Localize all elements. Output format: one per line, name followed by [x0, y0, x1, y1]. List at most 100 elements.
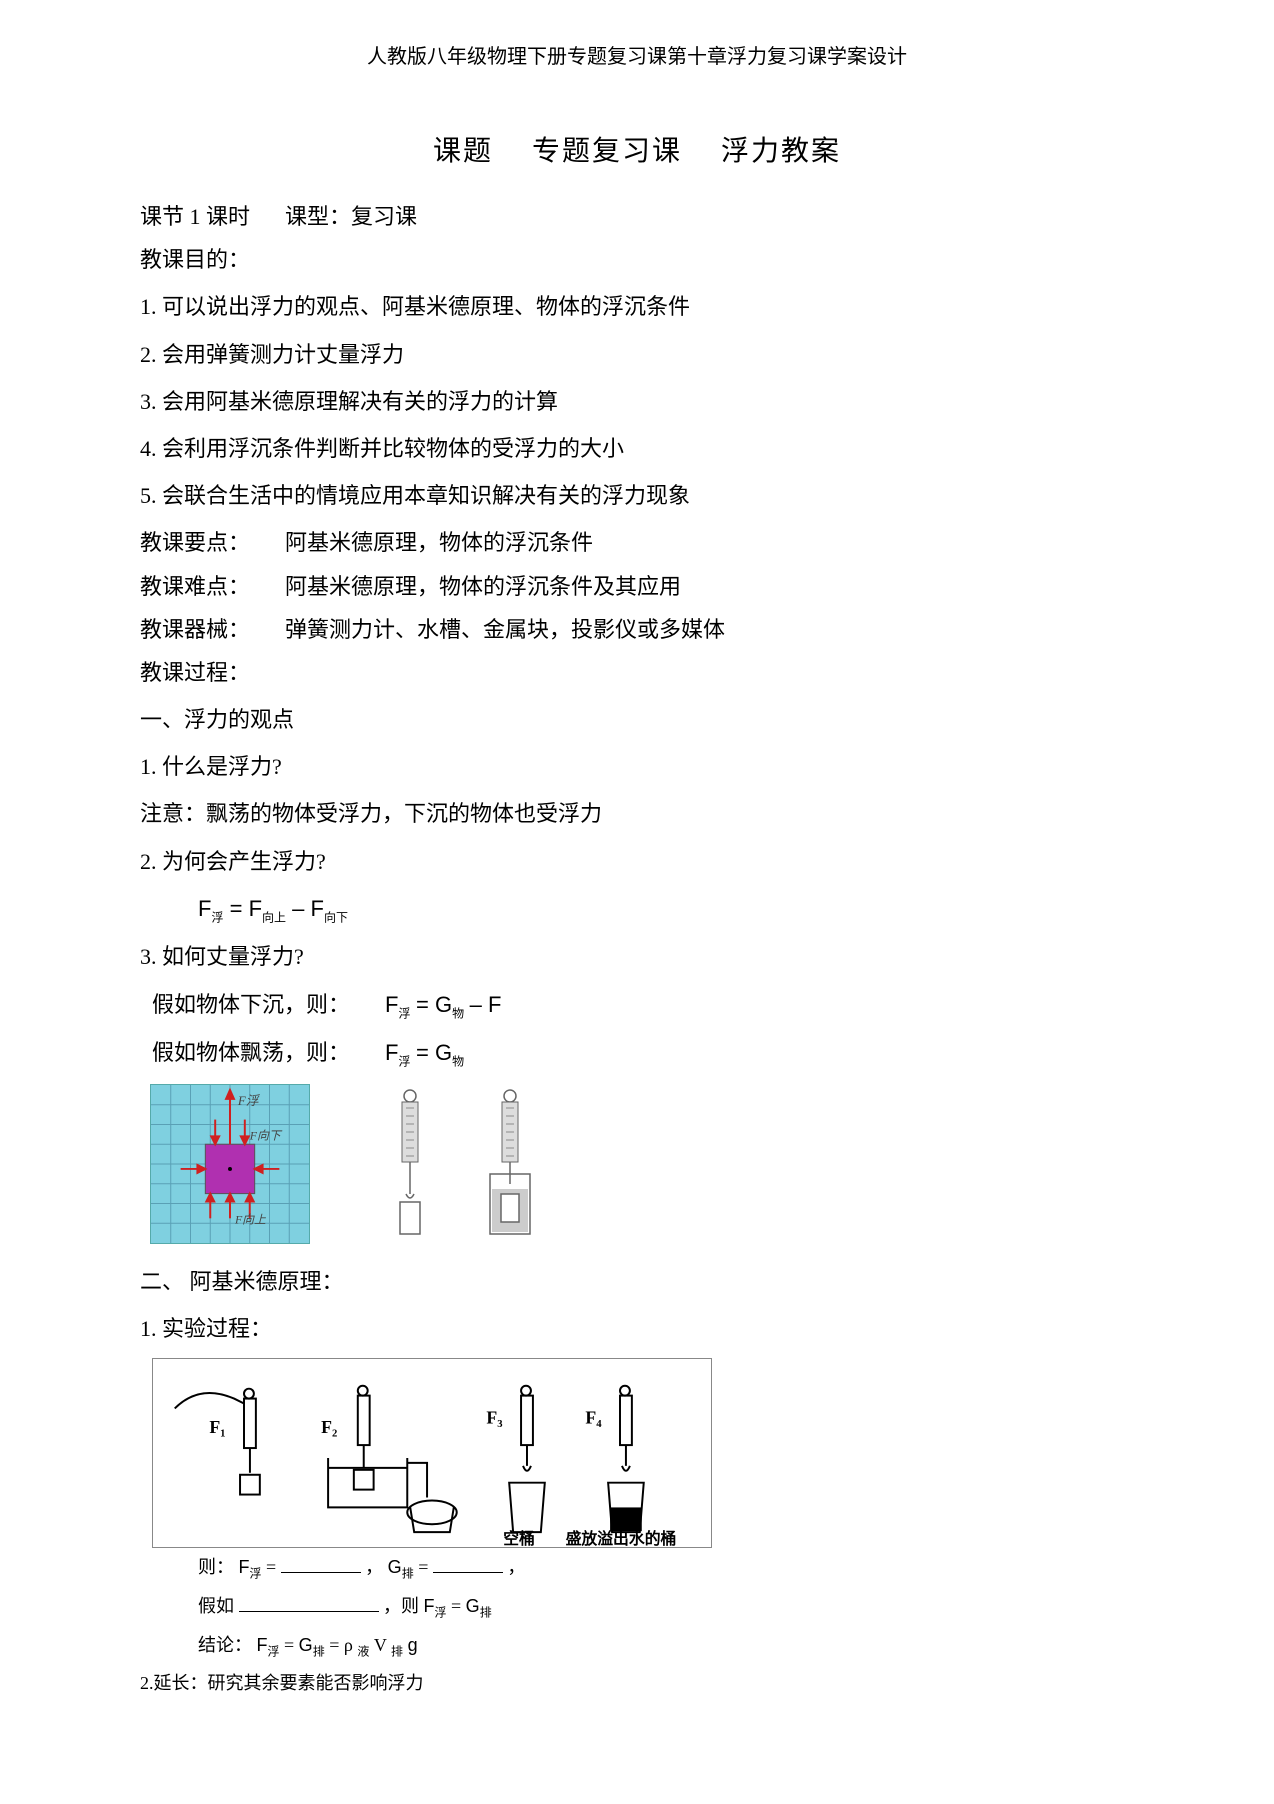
result-line: 则： F浮 = ， G排 = ， — [140, 1553, 1134, 1584]
q3: 3. 如何丈量浮力? — [140, 939, 1134, 974]
objective-5: 5. 会联合生活中的情境应用本章知识解决有关的浮力现象 — [140, 478, 1134, 513]
key-point-content: 阿基米德原理，物体的浮沉条件 — [285, 530, 593, 555]
case-float-eq: = — [416, 1040, 435, 1065]
formula1-minus: – — [292, 896, 310, 921]
concl-g: g — [408, 1635, 418, 1655]
result-G: G — [388, 1557, 402, 1577]
blank-3 — [239, 1594, 379, 1612]
formula1-sub-down: 向下 — [324, 910, 348, 924]
exp-label-f3: F₃ — [486, 1407, 502, 1427]
blank-1 — [281, 1555, 361, 1573]
result-comma2: ， — [507, 1557, 525, 1577]
extend-line: 2.延长：研究其余要素能否影响浮力 — [140, 1669, 1134, 1698]
objective-4: 4. 会利用浮沉条件判断并比较物体的受浮力的大小 — [140, 431, 1134, 466]
case-float-sub-fu: 浮 — [398, 1055, 410, 1069]
key-point: 教课要点： 阿基米德原理，物体的浮沉条件 — [140, 525, 1134, 560]
buoyancy-diagram: F浮 F向下 F向上 — [150, 1084, 310, 1244]
case-float: 假如物体飘荡，则： F浮 = G物 — [140, 1035, 1134, 1072]
archimedes-experiment-diagram: F₁ F₂ F₃ F₄ 空桶 盛放溢出水的桶 — [152, 1358, 712, 1548]
title-part1: 课题 — [433, 136, 493, 167]
case-sink-tail: – F — [470, 992, 502, 1017]
scale-left — [400, 1090, 420, 1234]
concl-prefix: 结论： — [198, 1635, 257, 1655]
title-part2: 专题复习课 — [532, 136, 682, 167]
assume-eq: = — [451, 1596, 466, 1616]
result-eq: = — [266, 1557, 281, 1577]
difficulty: 教课难点： 阿基米德原理，物体的浮沉条件及其应用 — [140, 569, 1134, 604]
difficulty-content: 阿基米德原理，物体的浮沉条件及其应用 — [285, 574, 681, 599]
concl-F: F — [257, 1635, 268, 1655]
title-part3: 浮力教案 — [721, 136, 841, 167]
case-sink-eq: = — [416, 992, 435, 1017]
exp-label-f2: F₂ — [321, 1417, 337, 1437]
info-part2: 课型：复习课 — [285, 204, 417, 229]
blank-2 — [433, 1555, 503, 1573]
exp-title: 1. 实验过程： — [140, 1311, 1134, 1346]
section1-title: 一、浮力的观点 — [140, 702, 1134, 737]
formula1-F: F — [198, 896, 211, 921]
conclusion-line: 结论： F浮 = G排 = ρ 液 V 排 g — [140, 1631, 1134, 1662]
scale-right — [490, 1090, 530, 1234]
case-float-prefix: 假如物体飘荡，则： — [152, 1040, 350, 1065]
spring-scale-diagram — [350, 1084, 570, 1244]
result-F: F — [239, 1557, 250, 1577]
concl-V: V — [374, 1635, 391, 1655]
result-comma: ， — [365, 1557, 388, 1577]
case-sink-G: G — [435, 992, 452, 1017]
process-title: 教课过程： — [140, 655, 1134, 690]
info-line: 课节 1 课时 课型：复习课 — [140, 199, 1134, 234]
section2-title: 二、 阿基米德原理： — [140, 1264, 1134, 1299]
result-sub-fu: 浮 — [250, 1567, 262, 1581]
assume-mid: ，则 — [383, 1596, 424, 1616]
q2: 2. 为何会产生浮力? — [140, 844, 1134, 879]
result-prefix: 则： — [198, 1557, 234, 1577]
case-sink-F: F — [385, 992, 398, 1017]
formula1-sub-fu: 浮 — [211, 910, 223, 924]
equipment-content: 弹簧测力计、水槽、金属块，投影仪或多媒体 — [285, 617, 725, 642]
label-mid: F向下 — [249, 1128, 283, 1142]
case-float-G: G — [435, 1040, 452, 1065]
formula1: F浮 = F向上 – F向下 — [140, 891, 1134, 928]
formula1-F2: F — [249, 896, 262, 921]
concl-G: G — [299, 1635, 313, 1655]
concl-sub-ye: 液 — [357, 1644, 369, 1658]
case-sink-sub-fu: 浮 — [398, 1006, 410, 1020]
exp-bottom-left: 空桶 — [503, 1529, 535, 1548]
assume-line: 假如 ，则 F浮 = G排 — [140, 1592, 1134, 1623]
info-part1: 课节 1 课时 — [140, 204, 250, 229]
difficulty-label: 教课难点： — [140, 574, 250, 599]
label-bot: F向上 — [234, 1212, 266, 1226]
label-top: F浮 — [237, 1093, 261, 1107]
assume-sub-pai: 排 — [480, 1605, 492, 1619]
concl-sub-pai: 排 — [313, 1644, 325, 1658]
concl-sub-fu: 浮 — [268, 1644, 280, 1658]
q1: 1. 什么是浮力? — [140, 749, 1134, 784]
concl-sub-pai2: 排 — [391, 1644, 403, 1658]
equipment-label: 教课器械： — [140, 617, 250, 642]
case-sink-sub-wu: 物 — [452, 1006, 464, 1020]
objectives-title: 教课目的： — [140, 242, 1134, 277]
assume-G: G — [466, 1596, 480, 1616]
equipment: 教课器械： 弹簧测力计、水槽、金属块，投影仪或多媒体 — [140, 612, 1134, 647]
objective-1: 1. 可以说出浮力的观点、阿基米德原理、物体的浮沉条件 — [140, 289, 1134, 324]
exp-label-f4: F₄ — [585, 1407, 602, 1427]
objective-3: 3. 会用阿基米德原理解决有关的浮力的计算 — [140, 384, 1134, 419]
result-sub-pai: 排 — [402, 1567, 414, 1581]
assume-F: F — [424, 1596, 435, 1616]
main-title: 课题 专题复习课 浮力教案 — [140, 129, 1134, 169]
assume-sub-fu: 浮 — [435, 1605, 447, 1619]
exp-diagram-wrap: F₁ F₂ F₃ F₄ 空桶 盛放溢出水的桶 — [140, 1358, 1134, 1553]
case-sink-prefix: 假如物体下沉，则： — [152, 992, 350, 1017]
objective-2: 2. 会用弹簧测力计丈量浮力 — [140, 337, 1134, 372]
case-sink: 假如物体下沉，则： F浮 = G物 – F — [140, 987, 1134, 1024]
exp-bottom-right: 盛放溢出水的桶 — [566, 1529, 677, 1548]
concl-eq2: = ρ — [329, 1635, 357, 1655]
assume-prefix: 假如 — [198, 1596, 234, 1616]
case-float-sub-wu: 物 — [452, 1055, 464, 1069]
case-float-F: F — [385, 1040, 398, 1065]
formula1-eq: = — [230, 896, 249, 921]
concl-eq1: = — [284, 1635, 299, 1655]
formula1-sub-up: 向上 — [262, 910, 286, 924]
exp-label-f1: F₁ — [209, 1417, 225, 1437]
page-header: 人教版八年级物理下册专题复习课第十章浮力复习课学案设计 — [140, 40, 1134, 69]
